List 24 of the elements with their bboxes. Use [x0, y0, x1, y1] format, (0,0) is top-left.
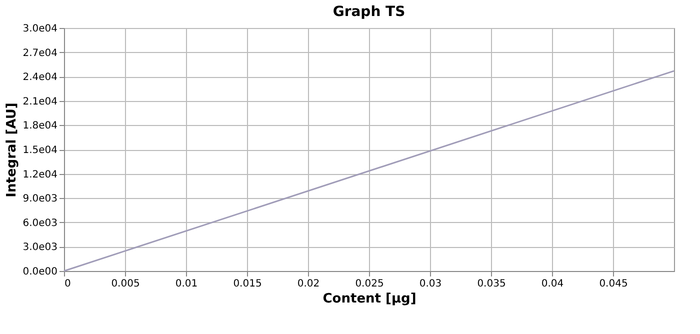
x-tick-label: 0.02 — [297, 278, 320, 290]
y-tick-label: 2.7e04 — [22, 48, 58, 59]
x-tick-label: 0.035 — [477, 278, 506, 290]
y-tick-label: 1.5e04 — [22, 145, 58, 156]
x-tick-label: 0.04 — [541, 278, 564, 290]
y-tick-label: 3.0e04 — [22, 24, 58, 34]
y-tick-label: 2.1e04 — [22, 96, 58, 108]
y-tick-label: 6.0e03 — [22, 218, 58, 229]
x-tick-label: 0.03 — [419, 278, 442, 290]
y-tick-label: 1.8e04 — [22, 120, 58, 132]
y-tick-label: 9.0e03 — [22, 194, 58, 205]
x-tick-label: 0.045 — [599, 278, 628, 290]
y-axis-title: Integral [AU] — [4, 102, 20, 198]
y-tick-label: 3.0e03 — [22, 242, 58, 254]
x-tick-label: 0.01 — [175, 278, 198, 290]
x-tick-label: 0 — [64, 278, 71, 290]
y-tick-label: 2.4e04 — [22, 72, 58, 84]
x-tick-label: 0.005 — [111, 278, 140, 290]
x-axis-title: Content [µg] — [322, 292, 416, 306]
chart-title: Graph TS — [332, 4, 406, 20]
x-tick-label: 0.025 — [355, 278, 384, 290]
y-tick-label: 1.2e04 — [22, 169, 58, 180]
x-tick-label: 0.015 — [233, 278, 262, 290]
y-tick-label: 0.0e00 — [22, 266, 58, 278]
